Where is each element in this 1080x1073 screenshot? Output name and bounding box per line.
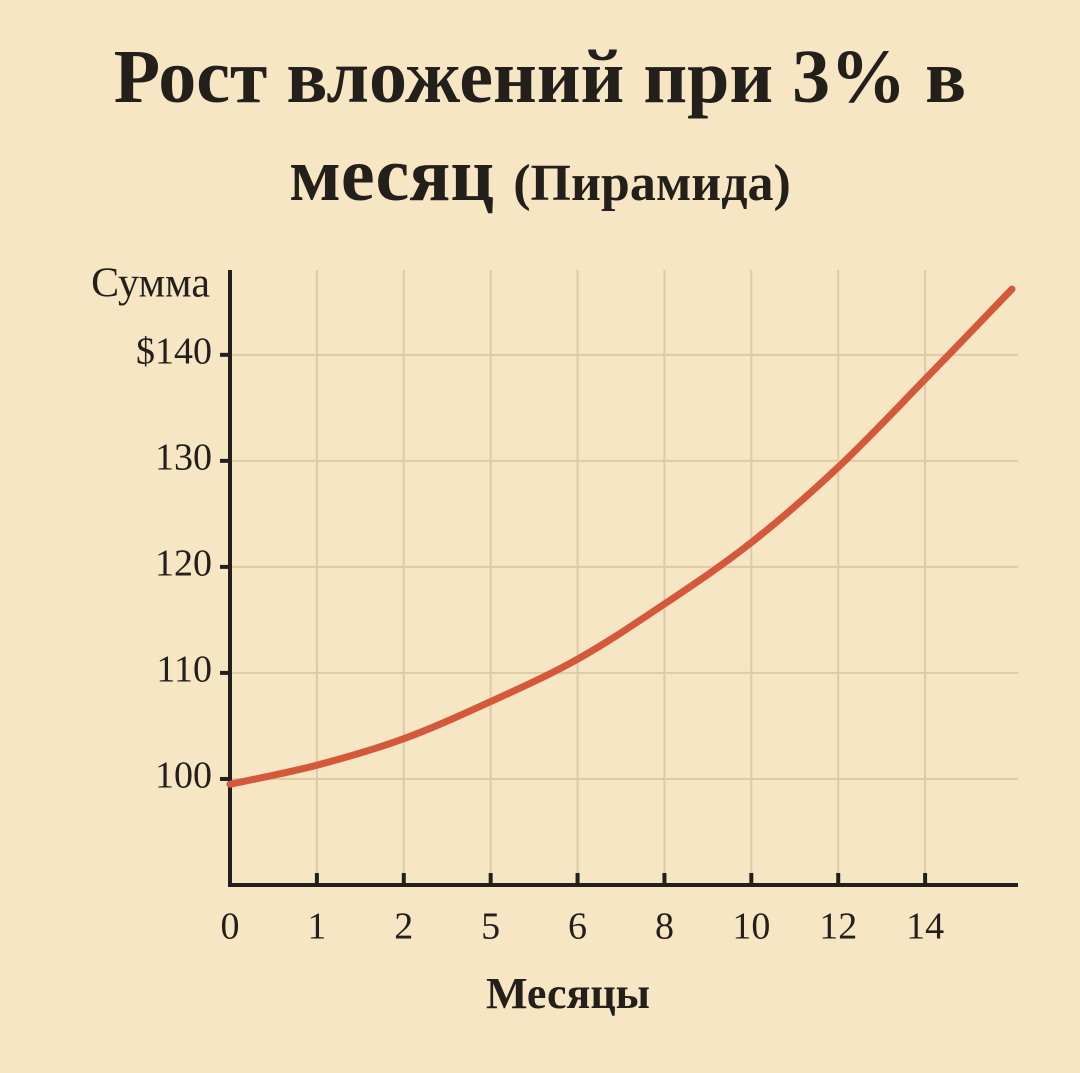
x-tick-label: 12 xyxy=(819,906,857,948)
chart-title: Рост вложений при 3% в месяц xyxy=(113,35,967,217)
y-tick-label: $140 xyxy=(136,331,212,373)
x-axis-label: Месяцы xyxy=(486,969,650,1018)
x-tick-label: 5 xyxy=(481,906,500,948)
x-tick-label: 10 xyxy=(732,906,770,948)
chart-title-block: Рост вложений при 3% в месяц (Пирамида) xyxy=(90,28,990,233)
x-tick-label: 6 xyxy=(568,906,587,948)
chart-subtitle: (Пирамида) xyxy=(513,155,791,212)
y-tick-label: 110 xyxy=(156,649,212,691)
x-tick-label: 8 xyxy=(655,906,674,948)
y-axis-label: Сумма xyxy=(91,261,210,307)
y-tick-label: 120 xyxy=(155,543,212,585)
x-tick-label: 0 xyxy=(221,906,240,948)
y-tick-label: 100 xyxy=(155,755,212,797)
x-tick-label: 14 xyxy=(906,906,944,948)
y-tick-label: 130 xyxy=(155,437,212,479)
line xyxy=(226,285,1016,788)
x-tick-label: 2 xyxy=(394,906,413,948)
x-tick-label: 1 xyxy=(307,906,326,948)
